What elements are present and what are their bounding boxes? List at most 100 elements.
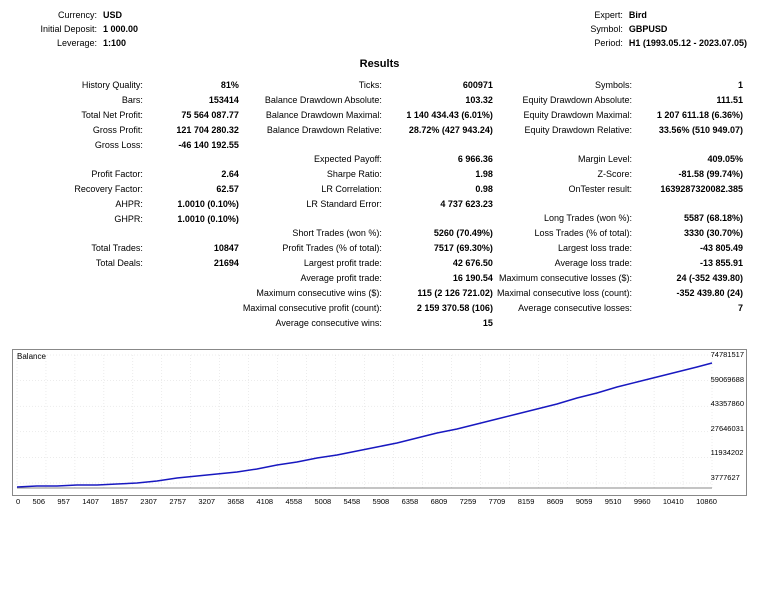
chart-x-axis: 0506957140718572307275732073658410845585… xyxy=(12,496,747,506)
stat-value: 1 140 434.43 (6.01%) xyxy=(388,108,497,123)
stat-value: 1.0010 (0.10%) xyxy=(149,197,243,212)
stat-label: Symbols: xyxy=(497,78,638,93)
stat-label: Maximal consecutive loss (count): xyxy=(497,286,638,301)
stat-label: Z-Score: xyxy=(497,167,638,182)
stat-value: 24 (-352 439.80) xyxy=(638,271,747,286)
header-label: Expert: xyxy=(573,8,629,22)
x-tick: 9510 xyxy=(605,497,622,506)
header-value: 1:100 xyxy=(103,36,126,50)
x-tick: 2307 xyxy=(140,497,157,506)
stat-value: 1.0010 (0.10%) xyxy=(149,212,243,227)
stat-label: Ticks: xyxy=(243,78,388,93)
stat-value: 409.05% xyxy=(638,152,747,167)
stat-value: 3330 (30.70%) xyxy=(638,226,747,241)
x-tick: 0 xyxy=(16,497,20,506)
x-tick: 4108 xyxy=(256,497,273,506)
stat-value: -46 140 192.55 xyxy=(149,138,243,153)
y-tick: 27646031 xyxy=(711,424,744,434)
stat-value: -13 855.91 xyxy=(638,256,747,271)
header-label: Leverage: xyxy=(12,36,103,50)
stat-label: Equity Drawdown Maximal: xyxy=(497,108,638,123)
stat-label: Expected Payoff: xyxy=(243,152,388,167)
stat-label: Average profit trade: xyxy=(243,271,388,286)
stat-label: Profit Trades (% of total): xyxy=(243,241,388,256)
x-tick: 5458 xyxy=(344,497,361,506)
y-tick: 11934202 xyxy=(711,448,744,458)
stat-label: OnTester result: xyxy=(497,182,638,197)
stat-label: Short Trades (won %): xyxy=(243,226,388,241)
x-tick: 957 xyxy=(57,497,70,506)
chart-title: Balance xyxy=(17,352,46,361)
x-tick: 506 xyxy=(33,497,46,506)
x-tick: 3207 xyxy=(198,497,215,506)
stat-label: Maximal consecutive profit (count): xyxy=(243,301,388,316)
stat-label: Equity Drawdown Relative: xyxy=(497,123,638,138)
stat-label: Largest loss trade: xyxy=(497,241,638,256)
stat-label: LR Correlation: xyxy=(243,182,388,197)
stat-value: 0.98 xyxy=(388,182,497,197)
stat-value: -43 805.49 xyxy=(638,241,747,256)
header-label: Initial Deposit: xyxy=(12,22,103,36)
header-value: 1 000.00 xyxy=(103,22,138,36)
stat-value: 81% xyxy=(149,78,243,93)
header: Currency:USDInitial Deposit:1 000.00Leve… xyxy=(12,8,747,50)
stat-label: Profit Factor: xyxy=(12,167,149,182)
stat-label: Long Trades (won %): xyxy=(497,211,638,226)
header-value: Bird xyxy=(629,8,647,22)
stat-value: 115 (2 126 721.02) xyxy=(388,286,497,301)
x-tick: 9960 xyxy=(634,497,651,506)
stat-value: 10847 xyxy=(149,241,243,256)
stat-label: Equity Drawdown Absolute: xyxy=(497,93,638,108)
stat-label: Maximum consecutive losses ($): xyxy=(497,271,638,286)
stat-label: Balance Drawdown Absolute: xyxy=(243,93,388,108)
stat-value: 111.51 xyxy=(638,93,747,108)
stat-label: Largest profit trade: xyxy=(243,256,388,271)
stat-label: Bars: xyxy=(12,93,149,108)
x-tick: 8159 xyxy=(518,497,535,506)
stat-label: Average consecutive wins: xyxy=(243,316,388,331)
header-label: Symbol: xyxy=(573,22,629,36)
x-tick: 2757 xyxy=(169,497,186,506)
stat-value: -352 439.80 (24) xyxy=(638,286,747,301)
results-title: Results xyxy=(12,58,747,70)
header-value: GBPUSD xyxy=(629,22,668,36)
x-tick: 10860 xyxy=(696,497,717,506)
y-tick: 74781517 xyxy=(711,350,744,360)
stat-label: Average consecutive losses: xyxy=(497,301,638,316)
x-tick: 9059 xyxy=(576,497,593,506)
balance-chart: Balance 74781517 59069688 43357860 27646031… xyxy=(12,349,747,496)
x-tick: 7259 xyxy=(460,497,477,506)
x-tick: 8609 xyxy=(547,497,564,506)
stat-value: 1 xyxy=(638,78,747,93)
stat-label: GHPR: xyxy=(12,212,149,227)
stat-label: Balance Drawdown Maximal: xyxy=(243,108,388,123)
stat-label: Total Net Profit: xyxy=(12,108,149,123)
stats-table: History Quality:81%Bars:153414Total Net … xyxy=(12,78,747,331)
stat-value: 21694 xyxy=(149,256,243,271)
stat-value: 600971 xyxy=(388,78,497,93)
stat-value: 15 xyxy=(388,316,497,331)
stat-value: 42 676.50 xyxy=(388,256,497,271)
x-tick: 1857 xyxy=(111,497,128,506)
stat-label: Recovery Factor: xyxy=(12,182,149,197)
stat-value: 16 190.54 xyxy=(388,271,497,286)
x-tick: 10410 xyxy=(663,497,684,506)
header-label: Period: xyxy=(573,36,629,50)
stat-label: Loss Trades (% of total): xyxy=(497,226,638,241)
stat-value: 1 207 611.18 (6.36%) xyxy=(638,108,747,123)
x-tick: 6358 xyxy=(402,497,419,506)
stat-value: 4 737 623.23 xyxy=(388,197,497,212)
stat-value: 121 704 280.32 xyxy=(149,123,243,138)
stat-value: 103.32 xyxy=(388,93,497,108)
stat-label: Average loss trade: xyxy=(497,256,638,271)
stat-value: 5260 (70.49%) xyxy=(388,226,497,241)
y-tick: 59069688 xyxy=(711,375,744,385)
y-tick: 43357860 xyxy=(711,399,744,409)
stat-value: 62.57 xyxy=(149,182,243,197)
x-tick: 5008 xyxy=(314,497,331,506)
stat-value: 5587 (68.18%) xyxy=(638,211,747,226)
stat-label: Gross Profit: xyxy=(12,123,149,138)
stat-value: 2.64 xyxy=(149,167,243,182)
stat-label: Total Trades: xyxy=(12,241,149,256)
stat-label: Maximum consecutive wins ($): xyxy=(243,286,388,301)
